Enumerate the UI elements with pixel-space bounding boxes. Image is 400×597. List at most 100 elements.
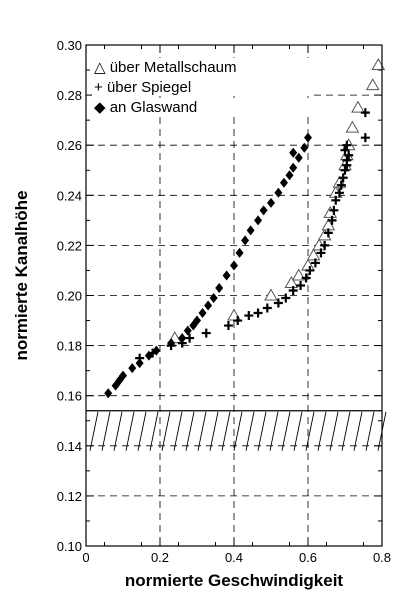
- hatch-line: [245, 411, 255, 451]
- legend-label: über Spiegel: [107, 79, 191, 96]
- legend-background: [92, 98, 310, 116]
- plus-marker: [336, 180, 346, 190]
- hatch-line: [197, 411, 207, 451]
- hatch-line: [149, 411, 159, 451]
- y-tick-label: 0.18: [57, 339, 82, 354]
- y-tick-label: 0.10: [57, 539, 82, 554]
- hatch-line: [221, 411, 231, 451]
- diamond-marker: [204, 300, 213, 311]
- hatch-line: [137, 411, 147, 451]
- hatch-line: [317, 411, 327, 451]
- triangle-marker: [306, 248, 321, 261]
- grid-lines: [86, 45, 382, 546]
- y-tick-label: 0.20: [57, 289, 82, 304]
- hatch-line: [281, 411, 291, 451]
- x-tick-label: 0.6: [299, 550, 317, 565]
- diamond-marker: [300, 142, 309, 153]
- plus-marker: [296, 280, 306, 290]
- legend-label: an Glaswand: [110, 99, 198, 116]
- hatch-line: [305, 411, 315, 451]
- diamond-marker: [267, 197, 275, 208]
- diamond-marker: [259, 205, 268, 216]
- triangle-marker: [351, 100, 365, 113]
- legend-marker: △: [94, 59, 106, 76]
- plus-marker: [253, 308, 263, 318]
- diamond-marker: [144, 350, 153, 361]
- legend-label: über Metallschaum: [110, 59, 237, 76]
- diamond-marker: [230, 260, 238, 271]
- plus-marker: [344, 150, 354, 160]
- diamond-marker: [183, 325, 192, 336]
- plus-marker: [360, 133, 370, 143]
- y-axis-title: normierte Kanalhöhe: [12, 190, 31, 360]
- diamond-marker: [178, 333, 187, 344]
- plus-marker: [340, 145, 350, 155]
- x-axis-title: normierte Geschwindigkeit: [125, 571, 344, 590]
- y-tick-label: 0.16: [57, 389, 82, 404]
- legend-background: [92, 78, 310, 96]
- plus-marker: [360, 108, 370, 118]
- diamond-marker: [119, 370, 127, 381]
- diamond-marker: [135, 358, 144, 369]
- triangle-marker: [365, 78, 380, 91]
- y-tick-label: 0.22: [57, 238, 82, 253]
- triangle-marker: [284, 275, 299, 288]
- hatch-line: [257, 411, 267, 451]
- diamond-marker: [198, 308, 207, 319]
- y-tick-label: 0.26: [57, 138, 82, 153]
- hatch-line: [209, 411, 219, 451]
- hatch-line: [293, 411, 303, 451]
- legend-marker: +: [94, 79, 103, 96]
- diamond-marker: [167, 338, 176, 349]
- plus-marker: [301, 273, 311, 283]
- diamond-marker: [279, 177, 288, 188]
- diamond-marker: [289, 162, 298, 173]
- plus-marker: [185, 333, 195, 343]
- x-tick-label: 0.2: [151, 550, 169, 565]
- y-tick-label: 0.12: [57, 489, 82, 504]
- triangle-marker: [345, 120, 360, 133]
- series-spiegel: [135, 108, 370, 363]
- triangle-marker: [264, 288, 278, 301]
- hatch-line: [89, 411, 99, 451]
- hatch-line: [173, 411, 183, 451]
- legend-marker: ◆: [94, 99, 106, 116]
- diamond-marker: [152, 345, 161, 356]
- plus-marker: [310, 258, 320, 268]
- diamond-marker: [222, 270, 231, 281]
- plus-marker: [331, 195, 341, 205]
- hatch-line: [101, 411, 111, 451]
- wall-hatching: [86, 410, 387, 451]
- hatch-line: [353, 411, 363, 451]
- plot-frame: [85, 44, 383, 547]
- plus-marker: [223, 321, 233, 331]
- hatch-line: [341, 411, 351, 451]
- diamond-marker: [215, 282, 224, 293]
- diamond-marker: [304, 132, 312, 143]
- diamond-marker: [254, 215, 263, 226]
- tick-labels: 0 0.2 0.4 0.6 0.8 0.10 0.12 0.14 0.16 0.18 0.20 0.2…: [57, 38, 391, 565]
- diamond-marker: [241, 235, 250, 246]
- y-tick-label: 0.28: [57, 88, 82, 103]
- hatch-line: [329, 411, 339, 451]
- plus-marker: [316, 248, 326, 258]
- x-tick-label: 0.8: [373, 550, 391, 565]
- plus-marker: [201, 328, 211, 338]
- legend-entry: + über Spiegel: [94, 79, 191, 96]
- hatch-line: [269, 411, 279, 451]
- legend-entry: ◆ an Glaswand: [94, 99, 197, 116]
- plus-marker: [305, 265, 315, 275]
- plus-marker: [327, 215, 337, 225]
- diamond-marker: [274, 187, 283, 198]
- y-tick-label: 0.14: [57, 439, 82, 454]
- legend-entry: △ über Metallschaum: [94, 59, 236, 76]
- plus-marker: [342, 140, 352, 150]
- diamond-marker: [235, 247, 244, 258]
- diamond-marker: [128, 363, 137, 374]
- diamond-marker: [193, 315, 201, 326]
- plus-marker: [281, 293, 291, 303]
- triangle-marker: [371, 58, 386, 71]
- series-glaswand: [104, 132, 312, 399]
- diamond-marker: [289, 147, 298, 158]
